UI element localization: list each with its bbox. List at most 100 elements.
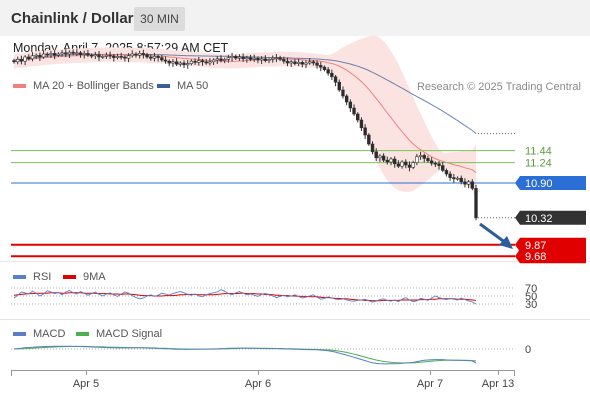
candle-body bbox=[311, 61, 316, 64]
candle-body bbox=[189, 60, 194, 64]
legend-ma20-label: MA 20 + Bollinger Bands bbox=[33, 80, 154, 92]
candle-body bbox=[34, 54, 38, 57]
candle-body bbox=[208, 61, 212, 64]
candle-body bbox=[82, 53, 86, 55]
candle-body bbox=[182, 62, 186, 66]
candle-body bbox=[333, 76, 338, 83]
candle-body bbox=[237, 56, 242, 59]
candle-body bbox=[71, 51, 75, 54]
candle-body bbox=[149, 56, 153, 59]
candle-body bbox=[38, 54, 42, 58]
candle-body bbox=[263, 58, 268, 61]
x-tick-label: Apr 5 bbox=[73, 378, 99, 390]
candle-body bbox=[219, 58, 223, 61]
candle-body bbox=[222, 59, 227, 61]
candle-body bbox=[392, 158, 397, 165]
candle-body bbox=[459, 177, 463, 183]
candle-body bbox=[259, 58, 264, 61]
candle-body bbox=[174, 61, 179, 65]
candle-body bbox=[23, 56, 27, 62]
candle-body bbox=[145, 54, 149, 58]
candle-body bbox=[78, 52, 83, 55]
candle-body bbox=[389, 158, 393, 163]
candle-body bbox=[411, 162, 415, 168]
candle-body bbox=[444, 170, 449, 175]
ma20-swatch bbox=[13, 84, 26, 88]
candle-body bbox=[134, 53, 138, 56]
candle-body bbox=[56, 53, 61, 56]
candle-body bbox=[470, 181, 475, 189]
candle-body bbox=[119, 56, 123, 58]
candle-body bbox=[385, 159, 389, 163]
candle-body bbox=[115, 56, 120, 58]
candle-body bbox=[359, 119, 364, 129]
timeframe-badge[interactable]: 30 MIN bbox=[134, 7, 185, 31]
candle-body bbox=[123, 56, 127, 59]
candle-body bbox=[274, 57, 279, 59]
candle-body bbox=[370, 143, 375, 153]
candle-body bbox=[152, 56, 157, 59]
legend-rsi-9ma-label: 9MA bbox=[83, 271, 106, 283]
candle-body bbox=[341, 89, 345, 97]
candle-body bbox=[315, 62, 319, 66]
legend-rsi-9ma: 9MA bbox=[63, 271, 106, 283]
candle-body bbox=[215, 58, 219, 61]
candle-body bbox=[466, 181, 471, 185]
candle-body bbox=[45, 53, 49, 56]
support-price-tag bbox=[515, 249, 586, 264]
candle-body bbox=[52, 53, 57, 56]
candle-body bbox=[193, 60, 197, 63]
candle-body bbox=[19, 59, 24, 62]
candle-body bbox=[141, 53, 146, 55]
rsi-level-label: 30 bbox=[525, 299, 537, 311]
macd-swatch bbox=[13, 332, 26, 336]
candle-body bbox=[356, 113, 360, 121]
candle-body bbox=[330, 72, 334, 78]
candle-body bbox=[441, 165, 445, 171]
rsi-9ma-line bbox=[13, 292, 477, 302]
candle-body bbox=[463, 181, 467, 185]
candle-body bbox=[41, 53, 46, 58]
ma50-swatch bbox=[157, 84, 170, 88]
candle-body bbox=[241, 56, 245, 60]
legend-ma50-label: MA 50 bbox=[177, 80, 209, 92]
candle-body bbox=[86, 53, 90, 56]
candle-body bbox=[89, 54, 94, 57]
candle-body bbox=[186, 63, 190, 66]
candle-body bbox=[267, 59, 271, 61]
candle-body bbox=[252, 57, 256, 60]
candle-body bbox=[167, 60, 171, 64]
candle-body bbox=[97, 54, 101, 58]
candle-body bbox=[64, 52, 68, 55]
legend-macd-label: MACD bbox=[33, 328, 66, 340]
candle-body bbox=[429, 160, 434, 164]
candle-body bbox=[381, 155, 386, 161]
candle-body bbox=[230, 56, 234, 58]
candle-body bbox=[422, 155, 426, 159]
candle-body bbox=[156, 56, 160, 58]
candle-body bbox=[67, 51, 72, 55]
last-price-tag-label: 10.32 bbox=[525, 213, 553, 225]
candle-body bbox=[426, 158, 430, 162]
rsi-line bbox=[13, 289, 477, 305]
support-price-tag-label: 9.87 bbox=[525, 240, 546, 252]
candle-body bbox=[455, 177, 460, 180]
candle-body bbox=[256, 57, 260, 61]
candle-body bbox=[348, 101, 353, 109]
resistance-label: 11.44 bbox=[525, 146, 552, 158]
source-credit: Research © 2025 Trading Central bbox=[416, 81, 581, 93]
candle-body bbox=[285, 60, 290, 64]
candle-body bbox=[474, 188, 478, 219]
rsi-level-label: 70 bbox=[525, 283, 537, 295]
pivot-price-tag bbox=[515, 176, 586, 190]
candle-body bbox=[326, 69, 330, 74]
forecast-arrow-shaft bbox=[479, 222, 507, 245]
candle-body bbox=[289, 61, 293, 64]
chart-header: Chainlink / Dollar 30 MIN bbox=[0, 0, 590, 36]
candle-body bbox=[307, 61, 312, 64]
legend-macd-signal: MACD Signal bbox=[76, 328, 162, 340]
candle-body bbox=[437, 163, 441, 166]
candle-body bbox=[367, 134, 371, 145]
support-price-tag bbox=[515, 237, 586, 252]
